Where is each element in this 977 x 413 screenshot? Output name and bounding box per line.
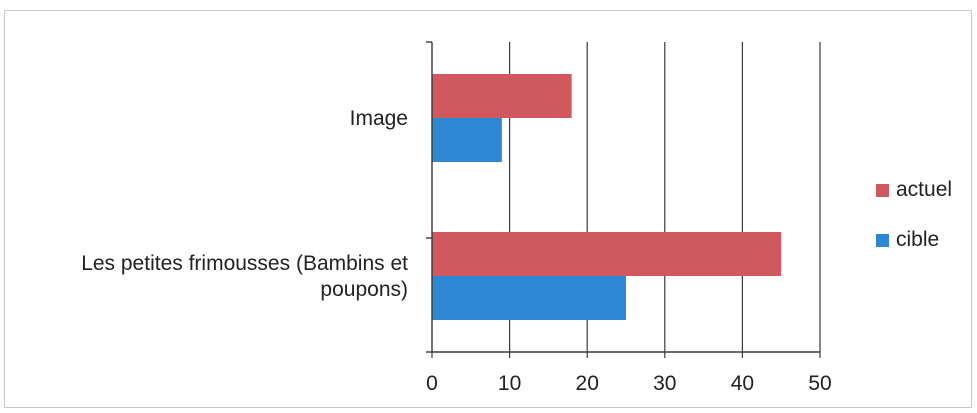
category-label-line: Image bbox=[350, 107, 408, 130]
legend-swatch-cible bbox=[876, 234, 889, 247]
bar-actuel-1 bbox=[432, 232, 782, 276]
legend-label-actuel: actuel bbox=[896, 178, 952, 201]
category-label-0: Image bbox=[350, 107, 408, 130]
legend-swatch-actuel bbox=[876, 184, 889, 197]
x-tick-label-0: 0 bbox=[426, 372, 438, 395]
x-tick-label-20: 20 bbox=[576, 372, 599, 395]
category-label-line: Les petites frimousses (Bambins et bbox=[81, 252, 408, 275]
labels: 0 10 20 30 40 50 Image Les petites frimousses (… bbox=[81, 107, 831, 395]
axes bbox=[426, 41, 821, 358]
category-label-1: Les petites frimousses (Bambins et poupon… bbox=[81, 252, 408, 301]
bar-cible-0 bbox=[432, 118, 502, 162]
x-tick-label-30: 30 bbox=[653, 372, 676, 395]
legend: actuel cible bbox=[876, 178, 952, 251]
legend-label-cible: cible bbox=[896, 228, 939, 251]
bars bbox=[432, 74, 782, 320]
x-tick-label-40: 40 bbox=[731, 372, 754, 395]
x-tick-label-50: 50 bbox=[808, 372, 831, 395]
category-label-line: poupons) bbox=[320, 278, 408, 301]
chart-frame bbox=[4, 10, 972, 408]
bar-actuel-0 bbox=[432, 74, 572, 118]
bar-cible-1 bbox=[432, 276, 626, 320]
x-tick-label-10: 10 bbox=[498, 372, 521, 395]
